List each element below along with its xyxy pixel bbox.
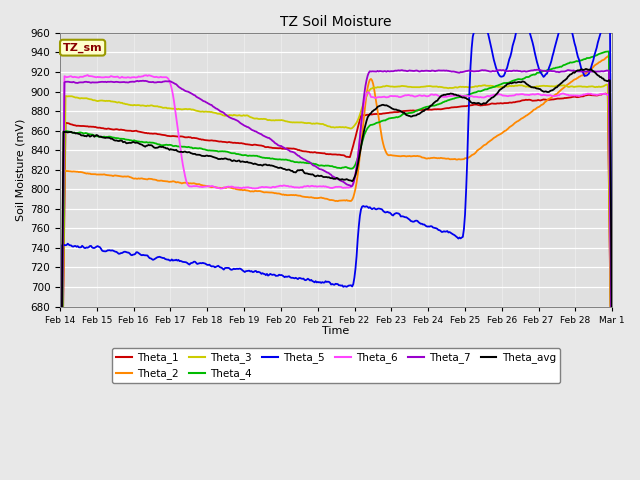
Y-axis label: Soil Moisture (mV): Soil Moisture (mV) [15,119,25,221]
Legend: Theta_1, Theta_2, Theta_3, Theta_4, Theta_5, Theta_6, Theta_7, Theta_avg: Theta_1, Theta_2, Theta_3, Theta_4, Thet… [112,348,560,384]
X-axis label: Time: Time [323,326,349,336]
Title: TZ Soil Moisture: TZ Soil Moisture [280,15,392,29]
Text: TZ_sm: TZ_sm [63,43,102,53]
